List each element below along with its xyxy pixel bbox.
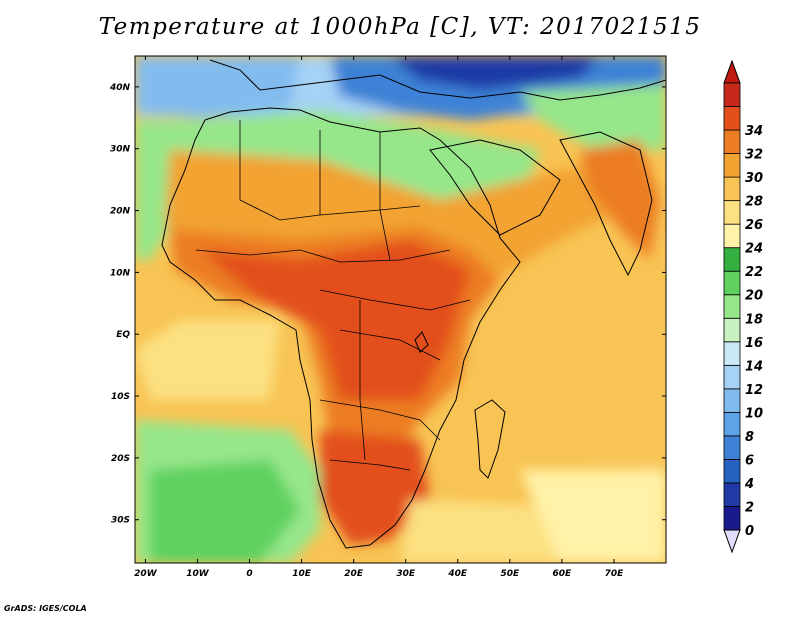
colorbar-over-arrow	[723, 59, 741, 84]
border-line	[319, 399, 441, 441]
gulf-guinea-mild	[135, 320, 280, 400]
colorbar-label: 34	[745, 124, 763, 139]
lon-tick-label: 50E	[500, 569, 520, 579]
colorbar-label: 26	[745, 218, 763, 233]
lon-tick-label: 10W	[186, 569, 210, 579]
colorbar-swatch	[723, 129, 741, 154]
latitude-axis: 40N 30N 20N 10N EQ 10S 20S 30S	[109, 83, 666, 526]
page-title: Temperature at 1000hPa [C], VT: 20170215…	[98, 14, 702, 40]
indian-ocean-warm	[480, 300, 666, 470]
colorbar-label: 8	[745, 430, 754, 445]
colorbar-swatch	[723, 106, 741, 131]
colorbar-label: 18	[745, 312, 763, 327]
lat-tick-label: EQ	[116, 330, 130, 340]
lon-tick-label: 30E	[396, 569, 416, 579]
colorbar-label: 20	[745, 289, 763, 304]
lon-tick-label: 20W	[134, 569, 158, 579]
border-line	[359, 300, 366, 461]
colorbar-swatch	[723, 176, 741, 202]
madagascar-outline	[474, 399, 506, 479]
temperature-map	[135, 56, 666, 563]
central-africa-very-hot	[200, 240, 470, 400]
colorbar-label: 24	[745, 242, 763, 257]
colorbar-label: 16	[745, 336, 763, 351]
colorbar-label: 28	[745, 195, 763, 210]
colorbar-label: 4	[744, 477, 754, 492]
colorbar-swatch	[723, 506, 741, 531]
border-line	[319, 289, 471, 311]
colorbar-label: 30	[745, 171, 763, 186]
colorbar-label: 10	[745, 406, 763, 421]
credit-text: GrADS: IGES/COLA	[4, 604, 87, 613]
colorbar-swatch	[723, 82, 741, 107]
colorbar-swatch	[723, 270, 741, 296]
europe-coast	[209, 59, 666, 101]
colorbar-swatch	[723, 341, 741, 366]
colorbar-swatch	[723, 247, 741, 272]
colorbar-under-arrow	[723, 529, 741, 554]
colorbar-label: 22	[745, 265, 763, 280]
colorbar-swatch	[723, 364, 741, 390]
lat-tick-label: 30N	[110, 145, 131, 155]
colorbar-label: 2	[745, 500, 754, 515]
border-line	[195, 249, 451, 263]
border-line	[239, 120, 421, 221]
colorbar-label: 6	[745, 453, 754, 468]
colorbar-swatch	[723, 317, 741, 343]
sahara-mild-belt	[190, 110, 540, 206]
colorbar-swatch	[723, 388, 741, 413]
lat-tick-label: 10N	[110, 268, 131, 278]
lon-tick-label: 60E	[553, 569, 573, 579]
lon-tick-label: 10E	[292, 569, 312, 579]
lat-tick-label: 30S	[111, 516, 130, 526]
lat-tick-label: 20S	[111, 454, 130, 464]
india-outline	[559, 131, 653, 277]
colorbar-swatch	[723, 482, 741, 507]
colorbar-label: 12	[745, 383, 763, 398]
map-frame	[134, 55, 667, 564]
arabia-outline	[429, 139, 561, 236]
south-indian-pale	[520, 470, 666, 563]
atlantic-north-cool	[135, 56, 300, 118]
lat-tick-label: 40N	[109, 83, 131, 93]
colorbar-label: 0	[745, 524, 754, 539]
southern-africa-hot	[320, 430, 430, 545]
lake-victoria	[414, 331, 429, 353]
lon-tick-label: 70E	[605, 569, 625, 579]
coastlines	[161, 59, 666, 549]
lon-tick-label: 0	[246, 569, 252, 579]
south-atlantic-cool	[150, 460, 300, 563]
lat-tick-label: 20N	[110, 207, 131, 217]
turkey-cold-core	[390, 56, 600, 90]
colorbar-swatch	[723, 153, 741, 178]
longitude-axis: 20W 10W 0 10E 20E 30E 40E 50E 60E 70E	[134, 56, 624, 579]
colorbar-label: 32	[745, 148, 763, 163]
india-hot	[580, 140, 660, 260]
colorbar-swatch	[723, 200, 741, 225]
colorbar-label: 14	[745, 359, 763, 374]
middle-east-mild	[520, 84, 666, 150]
border-line	[329, 459, 411, 471]
colorbar-swatch	[723, 223, 741, 249]
colorbar-swatch	[723, 294, 741, 319]
border-line	[379, 132, 391, 261]
country-borders	[195, 120, 471, 471]
lon-tick-label: 40E	[447, 569, 468, 579]
colorbar-swatch	[723, 435, 741, 460]
colorbar-swatch	[723, 411, 741, 437]
lat-tick-label: 10S	[111, 392, 130, 402]
africa-outline	[161, 107, 521, 549]
lon-tick-label: 20E	[344, 569, 364, 579]
colorbar-swatch	[723, 459, 741, 484]
